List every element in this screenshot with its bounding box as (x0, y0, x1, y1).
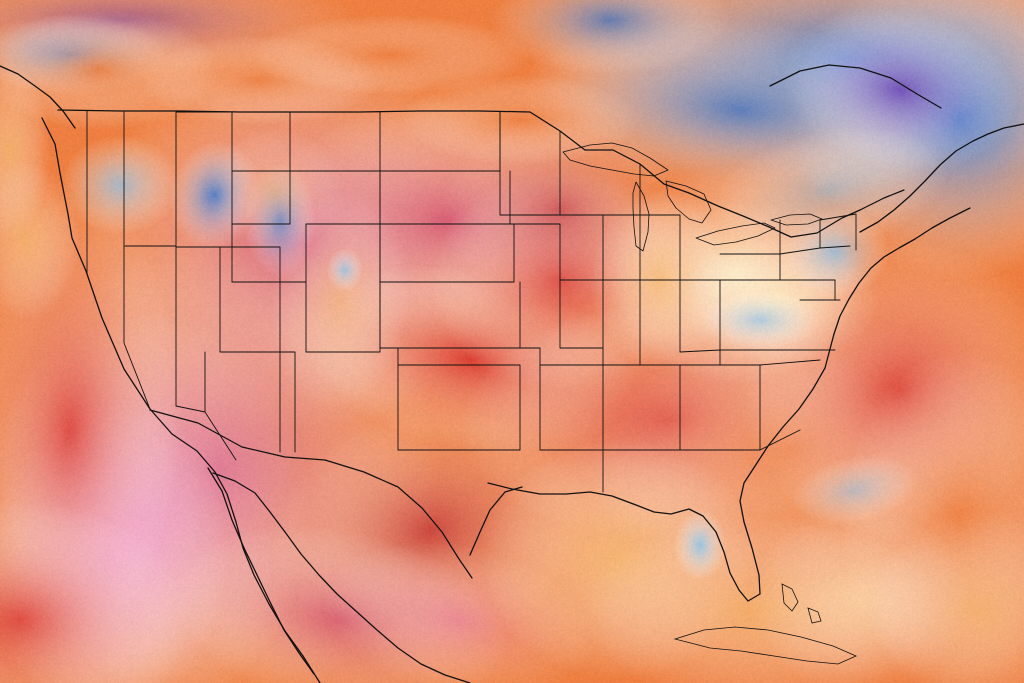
temperature-field (0, 0, 1024, 683)
temperature-map (0, 0, 1024, 683)
